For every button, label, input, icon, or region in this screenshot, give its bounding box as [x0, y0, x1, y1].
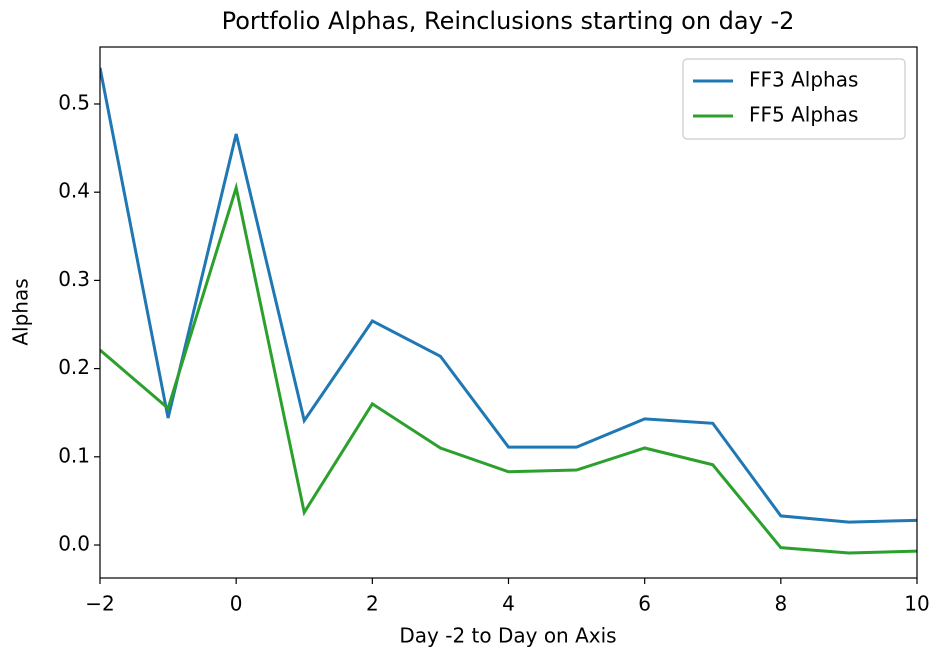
- x-tick-label: 6: [638, 592, 651, 616]
- y-axis-label: Alphas: [9, 278, 33, 345]
- y-tick-label: 0.1: [58, 443, 90, 467]
- series-line: [100, 67, 917, 524]
- x-tick-label: 10: [904, 592, 929, 616]
- x-tick-label: 0: [230, 592, 243, 616]
- y-tick-label: 0.5: [58, 90, 90, 114]
- legend-label: FF5 Alphas: [749, 103, 858, 127]
- legend-box: [682, 58, 906, 140]
- legend-label: FF3 Alphas: [749, 68, 858, 92]
- chart-title: Portfolio Alphas, Reinclusions starting …: [222, 7, 795, 35]
- y-tick-label: 0.2: [58, 355, 90, 379]
- x-axis-label: Day -2 to Day on Axis: [399, 624, 616, 648]
- y-tick-label: 0.4: [58, 179, 90, 203]
- series-line: [100, 181, 917, 555]
- x-tick-label: 2: [366, 592, 379, 616]
- x-tick-label: −2: [85, 592, 114, 616]
- y-tick-label: 0.3: [58, 267, 90, 291]
- y-tick-label: 0.0: [58, 532, 90, 556]
- plot-frame: [99, 46, 918, 579]
- x-tick-label: 4: [502, 592, 515, 616]
- x-tick-label: 8: [774, 592, 787, 616]
